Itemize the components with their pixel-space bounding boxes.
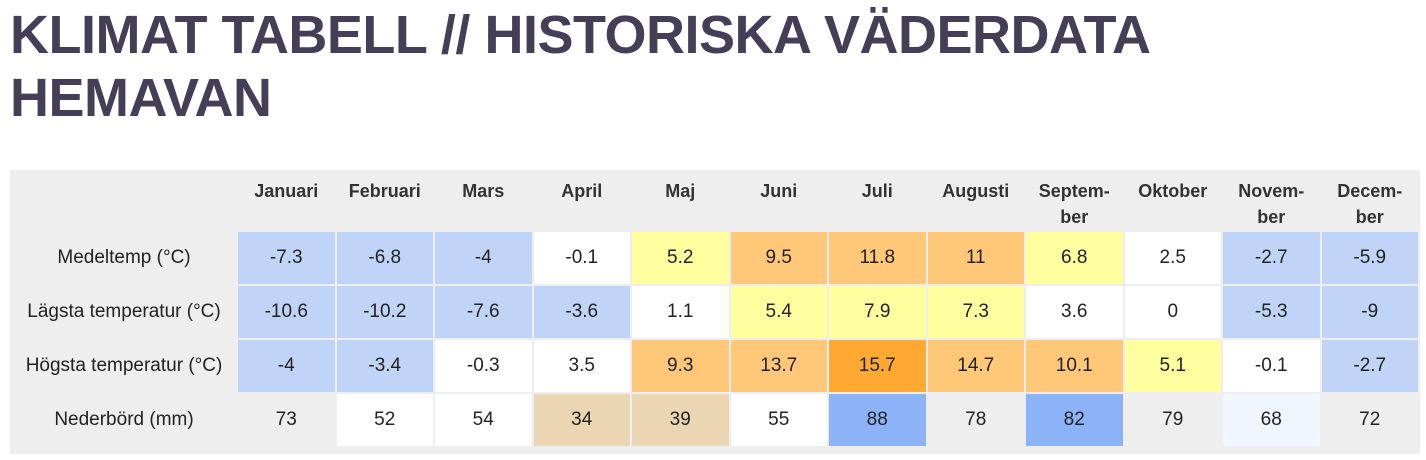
value-cell: -0.1 — [533, 232, 630, 284]
month-header-line1: Oktober — [1138, 181, 1208, 201]
value-cell: -9 — [1321, 286, 1418, 338]
month-header-line1: Maj — [665, 181, 696, 201]
value-cell: 68 — [1223, 394, 1320, 446]
month-header-line1: April — [561, 181, 603, 201]
value-cell: -3.4 — [336, 340, 433, 392]
value-cell: 7.9 — [829, 286, 926, 338]
month-header: Januari — [238, 172, 335, 230]
table-corner-cell — [12, 172, 236, 230]
value-cell: 0 — [1124, 286, 1221, 338]
value-cell: 9.3 — [632, 340, 729, 392]
month-header: Oktober — [1125, 172, 1222, 230]
month-header: Augusti — [928, 172, 1025, 230]
value-cell: 78 — [927, 394, 1024, 446]
value-cell: -5.9 — [1321, 232, 1418, 284]
value-cell: 52 — [336, 394, 433, 446]
value-cell: 82 — [1026, 394, 1123, 446]
value-cell: 79 — [1124, 394, 1221, 446]
value-cell: 11 — [927, 232, 1024, 284]
month-header: Juli — [829, 172, 926, 230]
table-row: Medeltemp (°C) -7.3 -6.8 -4 -0.1 5.2 9.5 11.8 11… — [12, 232, 1418, 284]
value-cell: 54 — [435, 394, 532, 446]
climate-table-container: Januari Februari Mars April Maj Juni Juli Augus… — [10, 170, 1420, 454]
month-header-line1: Juni — [760, 181, 798, 201]
month-header: Maj — [632, 172, 729, 230]
value-cell: -0.3 — [435, 340, 532, 392]
month-header-line1: Mars — [462, 181, 505, 201]
month-header-line2: ber — [1060, 207, 1089, 227]
value-cell: 73 — [238, 394, 335, 446]
page-title-line2: HEMAVAN — [10, 68, 272, 128]
row-label: Högsta temperatur (°C) — [12, 340, 236, 392]
value-cell: 34 — [533, 394, 630, 446]
value-cell: 6.8 — [1026, 232, 1123, 284]
value-cell: -4 — [238, 340, 335, 392]
value-cell: 13.7 — [730, 340, 827, 392]
month-header-line1: Septem- — [1038, 181, 1110, 201]
value-cell: 5.2 — [632, 232, 729, 284]
value-cell: -10.6 — [238, 286, 335, 338]
month-header: April — [534, 172, 631, 230]
table-row: Nederbörd (mm) 73 52 54 34 39 55 88 78 82 79 68 72 — [12, 394, 1418, 446]
climate-table: Januari Februari Mars April Maj Juni Juli Augus… — [10, 170, 1420, 448]
month-header-line1: Juli — [861, 181, 893, 201]
value-cell: 3.6 — [1026, 286, 1123, 338]
month-header: Februari — [337, 172, 434, 230]
month-header-line1: Januari — [254, 181, 319, 201]
row-label: Nederbörd (mm) — [12, 394, 236, 446]
month-header-line2: ber — [1257, 207, 1286, 227]
value-cell: -7.6 — [435, 286, 532, 338]
value-cell: 15.7 — [829, 340, 926, 392]
page-title: KLIMAT TABELL // HISTORISKA VÄDERDATA HE… — [10, 4, 1410, 130]
value-cell: 5.1 — [1124, 340, 1221, 392]
value-cell: 10.1 — [1026, 340, 1123, 392]
month-header-line1: Februari — [348, 181, 421, 201]
month-header-line2: ber — [1355, 207, 1384, 227]
row-label: Lägsta temperatur (°C) — [12, 286, 236, 338]
table-row: Högsta temperatur (°C) -4 -3.4 -0.3 3.5 9.3 13… — [12, 340, 1418, 392]
value-cell: -0.1 — [1223, 340, 1320, 392]
page-title-line1: KLIMAT TABELL // HISTORISKA VÄDERDATA — [10, 5, 1151, 65]
value-cell: -2.7 — [1321, 340, 1418, 392]
value-cell: 11.8 — [829, 232, 926, 284]
value-cell: -7.3 — [238, 232, 335, 284]
value-cell: 72 — [1321, 394, 1418, 446]
value-cell: 1.1 — [632, 286, 729, 338]
value-cell: 14.7 — [927, 340, 1024, 392]
value-cell: 3.5 — [533, 340, 630, 392]
month-header-line1: Novem- — [1238, 181, 1305, 201]
row-label: Medeltemp (°C) — [12, 232, 236, 284]
month-header-line1: Decem- — [1337, 181, 1403, 201]
value-cell: 55 — [730, 394, 827, 446]
value-cell: 5.4 — [730, 286, 827, 338]
month-header-line1: Augusti — [942, 181, 1010, 201]
value-cell: 9.5 — [730, 232, 827, 284]
value-cell: 7.3 — [927, 286, 1024, 338]
value-cell: -10.2 — [336, 286, 433, 338]
value-cell: -2.7 — [1223, 232, 1320, 284]
month-header: Mars — [435, 172, 532, 230]
month-header: Novem-ber — [1223, 172, 1320, 230]
value-cell: -3.6 — [533, 286, 630, 338]
month-header: Septem-ber — [1026, 172, 1123, 230]
table-body: Medeltemp (°C) -7.3 -6.8 -4 -0.1 5.2 9.5 11.8 11… — [12, 232, 1418, 446]
value-cell: -6.8 — [336, 232, 433, 284]
value-cell: 2.5 — [1124, 232, 1221, 284]
month-header: Decem-ber — [1322, 172, 1419, 230]
table-header-row: Januari Februari Mars April Maj Juni Juli Augus… — [12, 172, 1418, 230]
table-row: Lägsta temperatur (°C) -10.6 -10.2 -7.6 -3.6… — [12, 286, 1418, 338]
month-header: Juni — [731, 172, 828, 230]
value-cell: 88 — [829, 394, 926, 446]
value-cell: 39 — [632, 394, 729, 446]
value-cell: -5.3 — [1223, 286, 1320, 338]
value-cell: -4 — [435, 232, 532, 284]
